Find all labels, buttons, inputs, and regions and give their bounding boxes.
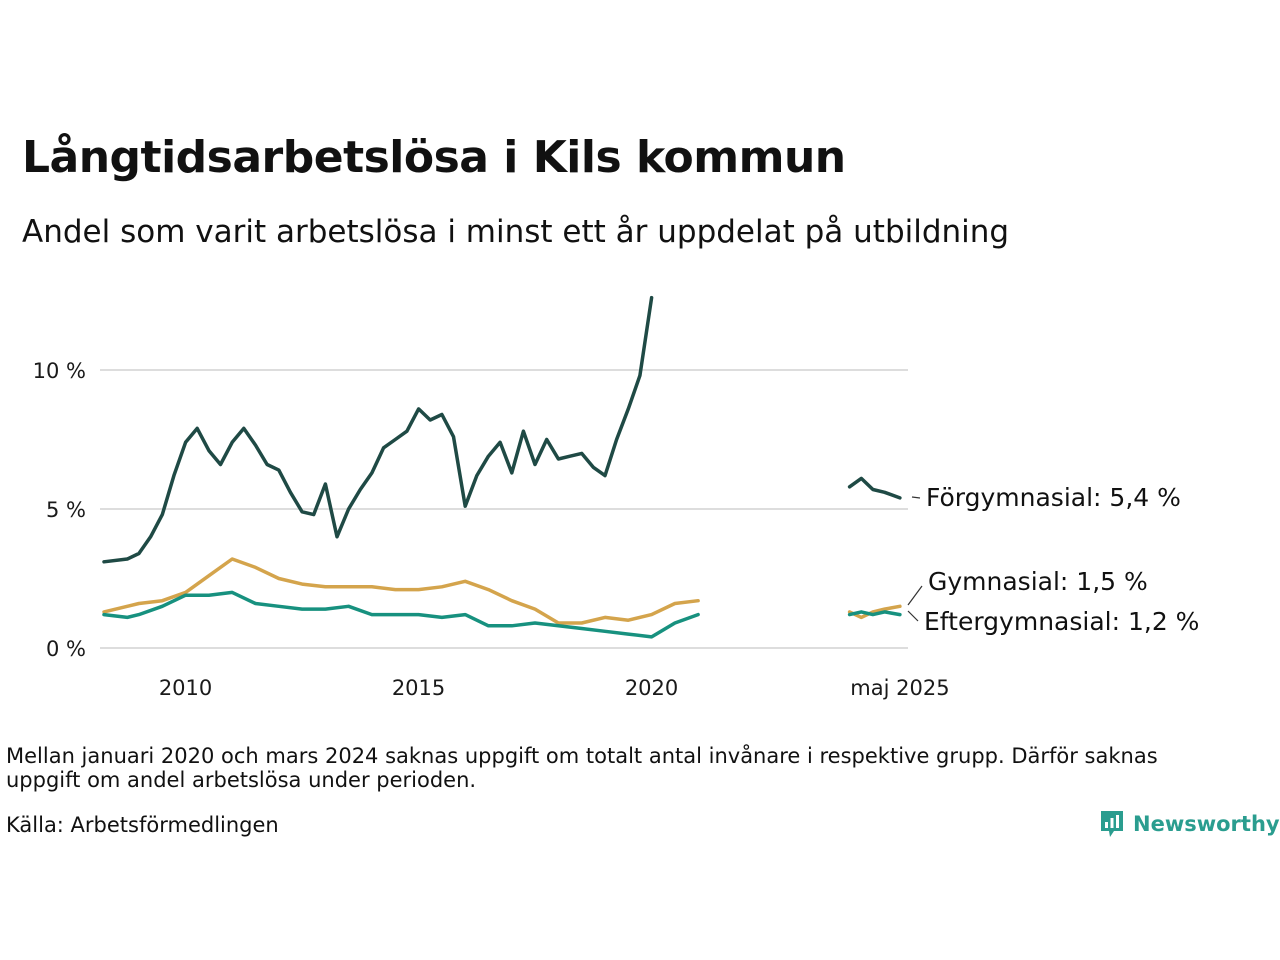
x-tick-label: maj 2025	[850, 676, 949, 700]
series-line-gymnasial	[102, 557, 700, 625]
chart-subtitle: Andel som varit arbetslösa i minst ett å…	[22, 214, 1010, 250]
x-tick-label: 2010	[159, 676, 212, 700]
y-tick-label: 10 %	[33, 359, 86, 383]
series-label-gymnasial: Gymnasial: 1,5 %	[928, 567, 1148, 596]
series-lines	[102, 295, 902, 639]
y-tick-label: 5 %	[46, 498, 86, 522]
series-line-eftergymnasial	[847, 610, 902, 617]
brand-name: Newsworthy	[1133, 812, 1280, 836]
series-line-förgymnasial	[847, 476, 902, 500]
footnote: Mellan januari 2020 och mars 2024 saknas…	[6, 744, 1158, 792]
label-leader-line	[911, 496, 921, 499]
line-chart: 0 % 5 % 10 % 2010 2015 2020 maj 2025 Förgymna…	[33, 295, 1199, 700]
source-text: Källa: Arbetsförmedlingen	[6, 813, 279, 837]
chart-title: Långtidsarbetslösa i Kils kommun	[22, 132, 846, 183]
series-label-förgymnasial: Förgymnasial: 5,4 %	[926, 483, 1181, 512]
y-axis: 0 % 5 % 10 %	[33, 359, 86, 661]
series-label-eftergymnasial: Eftergymnasial: 1,2 %	[924, 607, 1199, 636]
series-labels: Förgymnasial: 5,4 % Gymnasial: 1,5 % Efter…	[907, 483, 1199, 636]
x-axis: 2010 2015 2020 maj 2025	[159, 676, 950, 700]
x-tick-label: 2020	[625, 676, 678, 700]
label-leader-line	[907, 585, 923, 606]
series-line-gymnasial	[847, 604, 902, 620]
bar-chart-icon	[1101, 811, 1123, 837]
label-leader-line	[907, 610, 919, 622]
series-line-förgymnasial	[102, 295, 654, 564]
gridlines	[100, 369, 908, 649]
x-tick-label: 2015	[392, 676, 445, 700]
series-line-eftergymnasial	[102, 590, 700, 639]
y-tick-label: 0 %	[46, 637, 86, 661]
newsworthy-logo: Newsworthy	[1099, 808, 1280, 840]
